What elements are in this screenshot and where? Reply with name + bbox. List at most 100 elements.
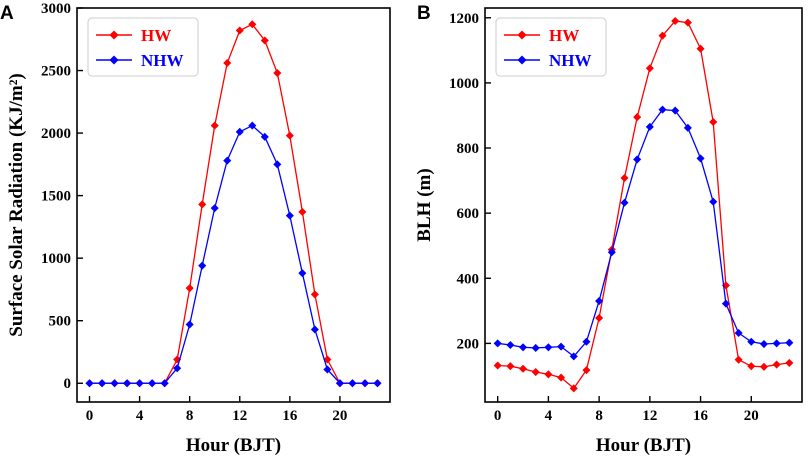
data-point-hw xyxy=(683,18,692,27)
data-point-nhw xyxy=(285,211,294,220)
data-point-nhw xyxy=(160,379,169,388)
data-point-hw xyxy=(210,121,219,130)
y-tick-label: 500 xyxy=(49,314,72,330)
x-tick-label: 16 xyxy=(693,408,709,424)
x-tick-label: 20 xyxy=(332,408,347,424)
data-point-nhw xyxy=(135,379,144,388)
chart-panel-a: 0 4 8 12 16 20 0 500 1000 1500 2000 2500 3000 Hour (B… xyxy=(0,1,391,456)
data-point-hw xyxy=(759,362,768,371)
data-point-nhw xyxy=(110,379,119,388)
data-point-nhw xyxy=(759,340,768,349)
data-point-nhw xyxy=(148,379,157,388)
data-point-nhw xyxy=(273,160,282,169)
y-tick-label: 0 xyxy=(64,376,72,392)
data-point-nhw xyxy=(683,123,692,132)
data-point-nhw xyxy=(734,328,743,337)
data-point-hw xyxy=(506,362,515,371)
data-point-hw xyxy=(709,117,718,126)
x-axis-label: Hour (BJT) xyxy=(186,435,281,456)
y-tick-label: 1500 xyxy=(41,189,71,205)
data-point-nhw xyxy=(85,379,94,388)
x-tick-label: 4 xyxy=(545,408,553,424)
data-point-hw xyxy=(323,355,332,364)
data-point-hw xyxy=(582,366,591,375)
data-point-hw xyxy=(544,370,553,379)
data-point-nhw xyxy=(98,379,107,388)
y-tick-label: 600 xyxy=(457,206,480,222)
data-point-nhw xyxy=(620,198,629,207)
x-tick-label: 8 xyxy=(595,408,603,424)
y-tick-label: 1000 xyxy=(449,76,479,92)
chart-panel-b: 0 4 8 12 16 20 200 400 600 800 1000 1200 Hour (BJT) B… xyxy=(414,3,803,456)
y-tick-label: 2000 xyxy=(41,126,71,142)
x-tick-label: 12 xyxy=(642,408,657,424)
data-point-nhw xyxy=(519,343,528,352)
x-tick-label: 20 xyxy=(744,408,759,424)
x-tick-label: 8 xyxy=(186,408,194,424)
data-point-nhw xyxy=(335,379,344,388)
data-point-hw xyxy=(658,31,667,40)
data-point-nhw xyxy=(607,248,616,257)
legend-label-nhw: NHW xyxy=(141,51,184,70)
data-point-hw xyxy=(493,361,502,370)
data-point-nhw xyxy=(595,297,604,306)
data-point-nhw xyxy=(531,343,540,352)
data-point-hw xyxy=(223,59,232,68)
data-point-hw xyxy=(285,131,294,140)
data-point-hw xyxy=(298,207,307,216)
data-point-hw xyxy=(519,364,528,373)
data-point-nhw xyxy=(260,132,269,141)
data-point-nhw xyxy=(696,154,705,163)
data-point-nhw xyxy=(223,156,232,165)
legend-label-hw: HW xyxy=(141,26,171,45)
data-point-hw xyxy=(531,368,540,377)
data-point-nhw xyxy=(198,261,207,270)
x-tick-label: 12 xyxy=(232,408,247,424)
data-point-hw xyxy=(772,360,781,369)
data-point-hw xyxy=(310,290,319,299)
data-point-nhw xyxy=(569,352,578,361)
legend-marker-nhw xyxy=(517,55,527,65)
data-point-nhw xyxy=(123,379,132,388)
data-point-hw xyxy=(185,284,194,293)
data-point-hw xyxy=(671,17,680,26)
data-point-nhw xyxy=(747,337,756,346)
y-tick-label: 200 xyxy=(457,336,480,352)
data-point-nhw xyxy=(709,197,718,206)
plot-frame xyxy=(76,7,391,403)
x-tick-label: 0 xyxy=(494,408,502,424)
plot-frame xyxy=(484,7,803,403)
y-tick-label: 1000 xyxy=(41,251,71,267)
y-tick-label: 400 xyxy=(457,271,480,287)
y-tick-label: 1200 xyxy=(449,11,479,27)
legend-label-nhw: NHW xyxy=(549,51,592,70)
data-point-nhw xyxy=(298,269,307,278)
series-line-nhw xyxy=(89,124,378,384)
x-tick-label: 16 xyxy=(282,408,298,424)
data-point-hw xyxy=(620,173,629,182)
data-point-nhw xyxy=(671,106,680,115)
series-line-nhw xyxy=(497,108,790,358)
data-point-hw xyxy=(273,69,282,78)
data-point-hw xyxy=(260,36,269,45)
data-point-nhw xyxy=(544,343,553,352)
data-point-nhw xyxy=(173,364,182,373)
data-point-nhw xyxy=(210,204,219,213)
data-point-nhw xyxy=(348,379,357,388)
x-tick-label: 0 xyxy=(86,408,94,424)
x-tick-label: 4 xyxy=(136,408,144,424)
legend-label-hw: HW xyxy=(549,26,579,45)
data-point-nhw xyxy=(248,121,257,130)
legend-marker-hw xyxy=(517,30,527,40)
data-point-nhw xyxy=(360,379,369,388)
series-line-hw xyxy=(89,23,378,384)
data-point-nhw xyxy=(721,299,730,308)
data-point-nhw xyxy=(235,127,244,136)
data-point-nhw xyxy=(785,338,794,347)
data-point-nhw xyxy=(582,337,591,346)
y-axis-label: BLH (m) xyxy=(414,168,435,241)
y-tick-label: 800 xyxy=(457,141,480,157)
data-point-hw xyxy=(645,64,654,73)
data-point-hw xyxy=(595,313,604,323)
